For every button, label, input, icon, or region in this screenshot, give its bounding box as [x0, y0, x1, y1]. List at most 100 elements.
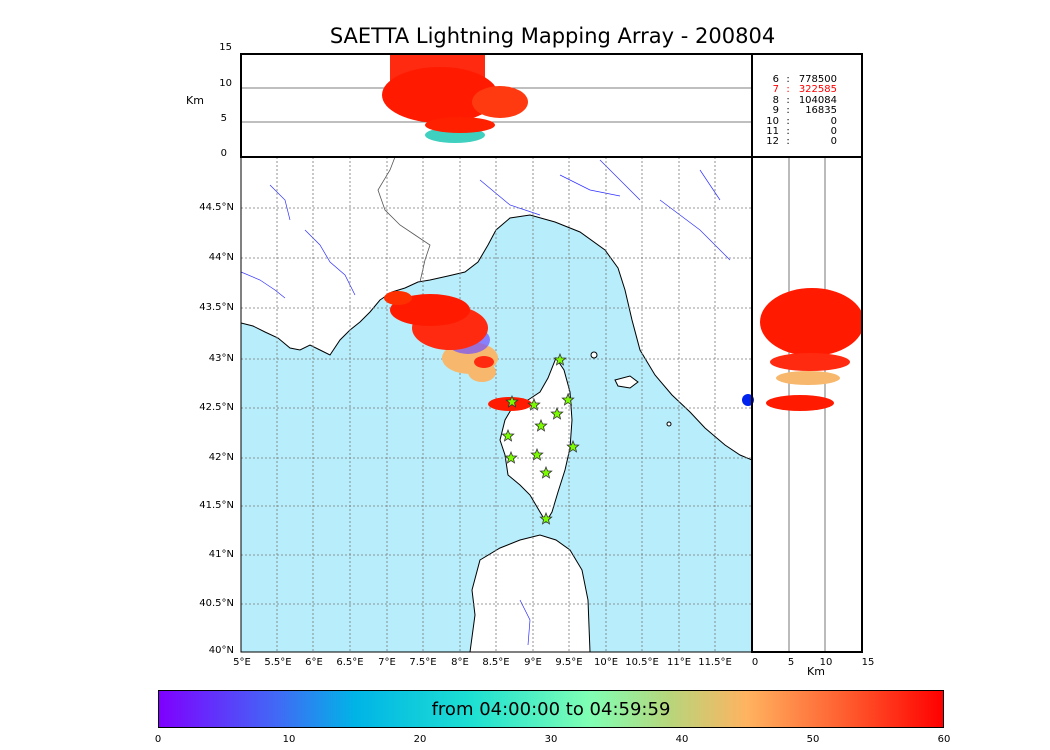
- side-xtick-0: 0: [751, 657, 759, 668]
- side-cluster: [766, 395, 834, 411]
- map-panel: [241, 157, 752, 652]
- star-icon: [501, 428, 515, 442]
- lat-tick: 42°N: [208, 452, 234, 463]
- lat-tick: 40.5°N: [199, 598, 234, 609]
- elba-island: [614, 375, 639, 389]
- alt-ytick-0: 0: [220, 148, 227, 159]
- station-count-stations: 6: [772, 74, 779, 85]
- station-count-count: 322585: [798, 84, 837, 96]
- station-markers: [501, 352, 580, 525]
- lat-tick: 44°N: [208, 252, 234, 263]
- lat-tick: 43°N: [208, 353, 234, 364]
- station-count-stations: 11: [766, 126, 779, 138]
- lat-tick: 43.5°N: [199, 302, 234, 313]
- star-icon: [534, 418, 548, 432]
- station-count-sep: :: [786, 126, 790, 138]
- lon-tick: 10.5°E: [625, 657, 659, 668]
- count-box-frame: [751, 53, 863, 158]
- lon-tick: 8.5°E: [482, 657, 510, 668]
- map-gridlines: [241, 157, 752, 652]
- colorbar-tick: 50: [806, 734, 820, 745]
- station-count-count: 16835: [805, 105, 837, 117]
- station-count-sep: :: [786, 94, 790, 106]
- lat-tick: 40°N: [208, 645, 234, 656]
- station-count-stations: 9: [772, 105, 779, 117]
- alt-ytick-10: 10: [219, 78, 232, 89]
- lon-tick: 7°E: [378, 657, 396, 668]
- colorbar-tick: 30: [544, 734, 558, 745]
- station-count-count: 0: [830, 126, 837, 138]
- station-count-sep: :: [786, 105, 790, 117]
- station-count-stations: 8: [772, 94, 779, 106]
- station-count-row: 11: 0: [755, 126, 855, 138]
- star-icon: [553, 352, 567, 366]
- star-icon: [527, 397, 541, 411]
- alt-cluster: [382, 67, 498, 123]
- station-count-row: 7:322585: [755, 84, 855, 96]
- lon-tick: 11.5°E: [698, 657, 732, 668]
- lon-tick: 9.5°E: [555, 657, 583, 668]
- mainland-land: [241, 157, 752, 461]
- station-count-row: 9: 16835: [755, 105, 855, 117]
- star-icon: [566, 439, 580, 453]
- station-count-sep: :: [786, 136, 790, 148]
- chart-title: SAETTA Lightning Mapping Array - 200804: [329, 24, 776, 48]
- star-icon: [505, 394, 519, 408]
- lat-tick: 42.5°N: [199, 402, 234, 413]
- station-count-row: 6:778500: [755, 74, 855, 85]
- lon-tick: 7.5°E: [409, 657, 437, 668]
- side-xtick-15: 15: [861, 657, 875, 668]
- star-icon: [539, 511, 553, 525]
- sardinia-land: [469, 534, 591, 652]
- river: [241, 159, 731, 646]
- colorbar-tick: 40: [675, 734, 689, 745]
- lon-tick: 6°E: [305, 657, 323, 668]
- station-count-stations: 10: [766, 115, 779, 127]
- colorbar-tick: 10: [282, 734, 296, 745]
- lon-tick: 5°E: [233, 657, 251, 668]
- station-count-row: 10: 0: [755, 115, 855, 127]
- station-count-count: 0: [830, 115, 837, 127]
- station-count-sep: :: [786, 84, 790, 96]
- station-count-table: 6:778500 7:322585 8:104084 9:16835 10:0 11:0 1…: [755, 74, 855, 148]
- star-icon: [530, 447, 544, 461]
- station-count-count: 0: [830, 136, 837, 148]
- lon-tick: 11°E: [666, 657, 692, 668]
- alt-ytick-15: 15: [219, 42, 232, 53]
- lat-tick: 44.5°N: [199, 202, 234, 213]
- side-cluster: [760, 288, 862, 356]
- lat-tick: 41.5°N: [199, 500, 234, 511]
- station-count-stations: 7: [772, 84, 779, 96]
- lon-tick: 8°E: [451, 657, 469, 668]
- side-cluster: [770, 353, 850, 371]
- country-border: [377, 157, 431, 283]
- star-icon: [550, 406, 564, 420]
- star-icon: [561, 392, 575, 406]
- colorbar-label: from 04:00:00 to 04:59:59: [431, 698, 671, 720]
- lon-tick: 6.5°E: [336, 657, 364, 668]
- station-count-count: 778500: [798, 74, 837, 85]
- side-panel: [760, 157, 862, 652]
- star-icon: [504, 450, 518, 464]
- colorbar-tick: 60: [937, 734, 951, 745]
- lon-tick: 9°E: [524, 657, 542, 668]
- station-count-count: 104084: [798, 94, 837, 106]
- station-count-stations: 12: [766, 136, 779, 148]
- side-xlabel: Km: [807, 665, 825, 678]
- station-count-sep: :: [786, 115, 790, 127]
- alt-ytick-5: 5: [220, 113, 227, 124]
- small-island: [590, 351, 598, 359]
- side-xtick-5: 5: [787, 657, 795, 668]
- alt-cluster: [425, 117, 495, 133]
- star-icon: [539, 465, 553, 479]
- altitude-panel: [241, 54, 752, 143]
- station-count-row: 8:104084: [755, 94, 855, 106]
- colorbar-tick: 0: [154, 734, 162, 745]
- alt-cluster: [472, 86, 528, 118]
- small-island: [666, 421, 672, 427]
- lightning-cluster-north: [384, 291, 498, 382]
- lon-tick: 5.5°E: [264, 657, 292, 668]
- station-count-sep: :: [786, 74, 790, 85]
- side-cluster: [776, 371, 840, 385]
